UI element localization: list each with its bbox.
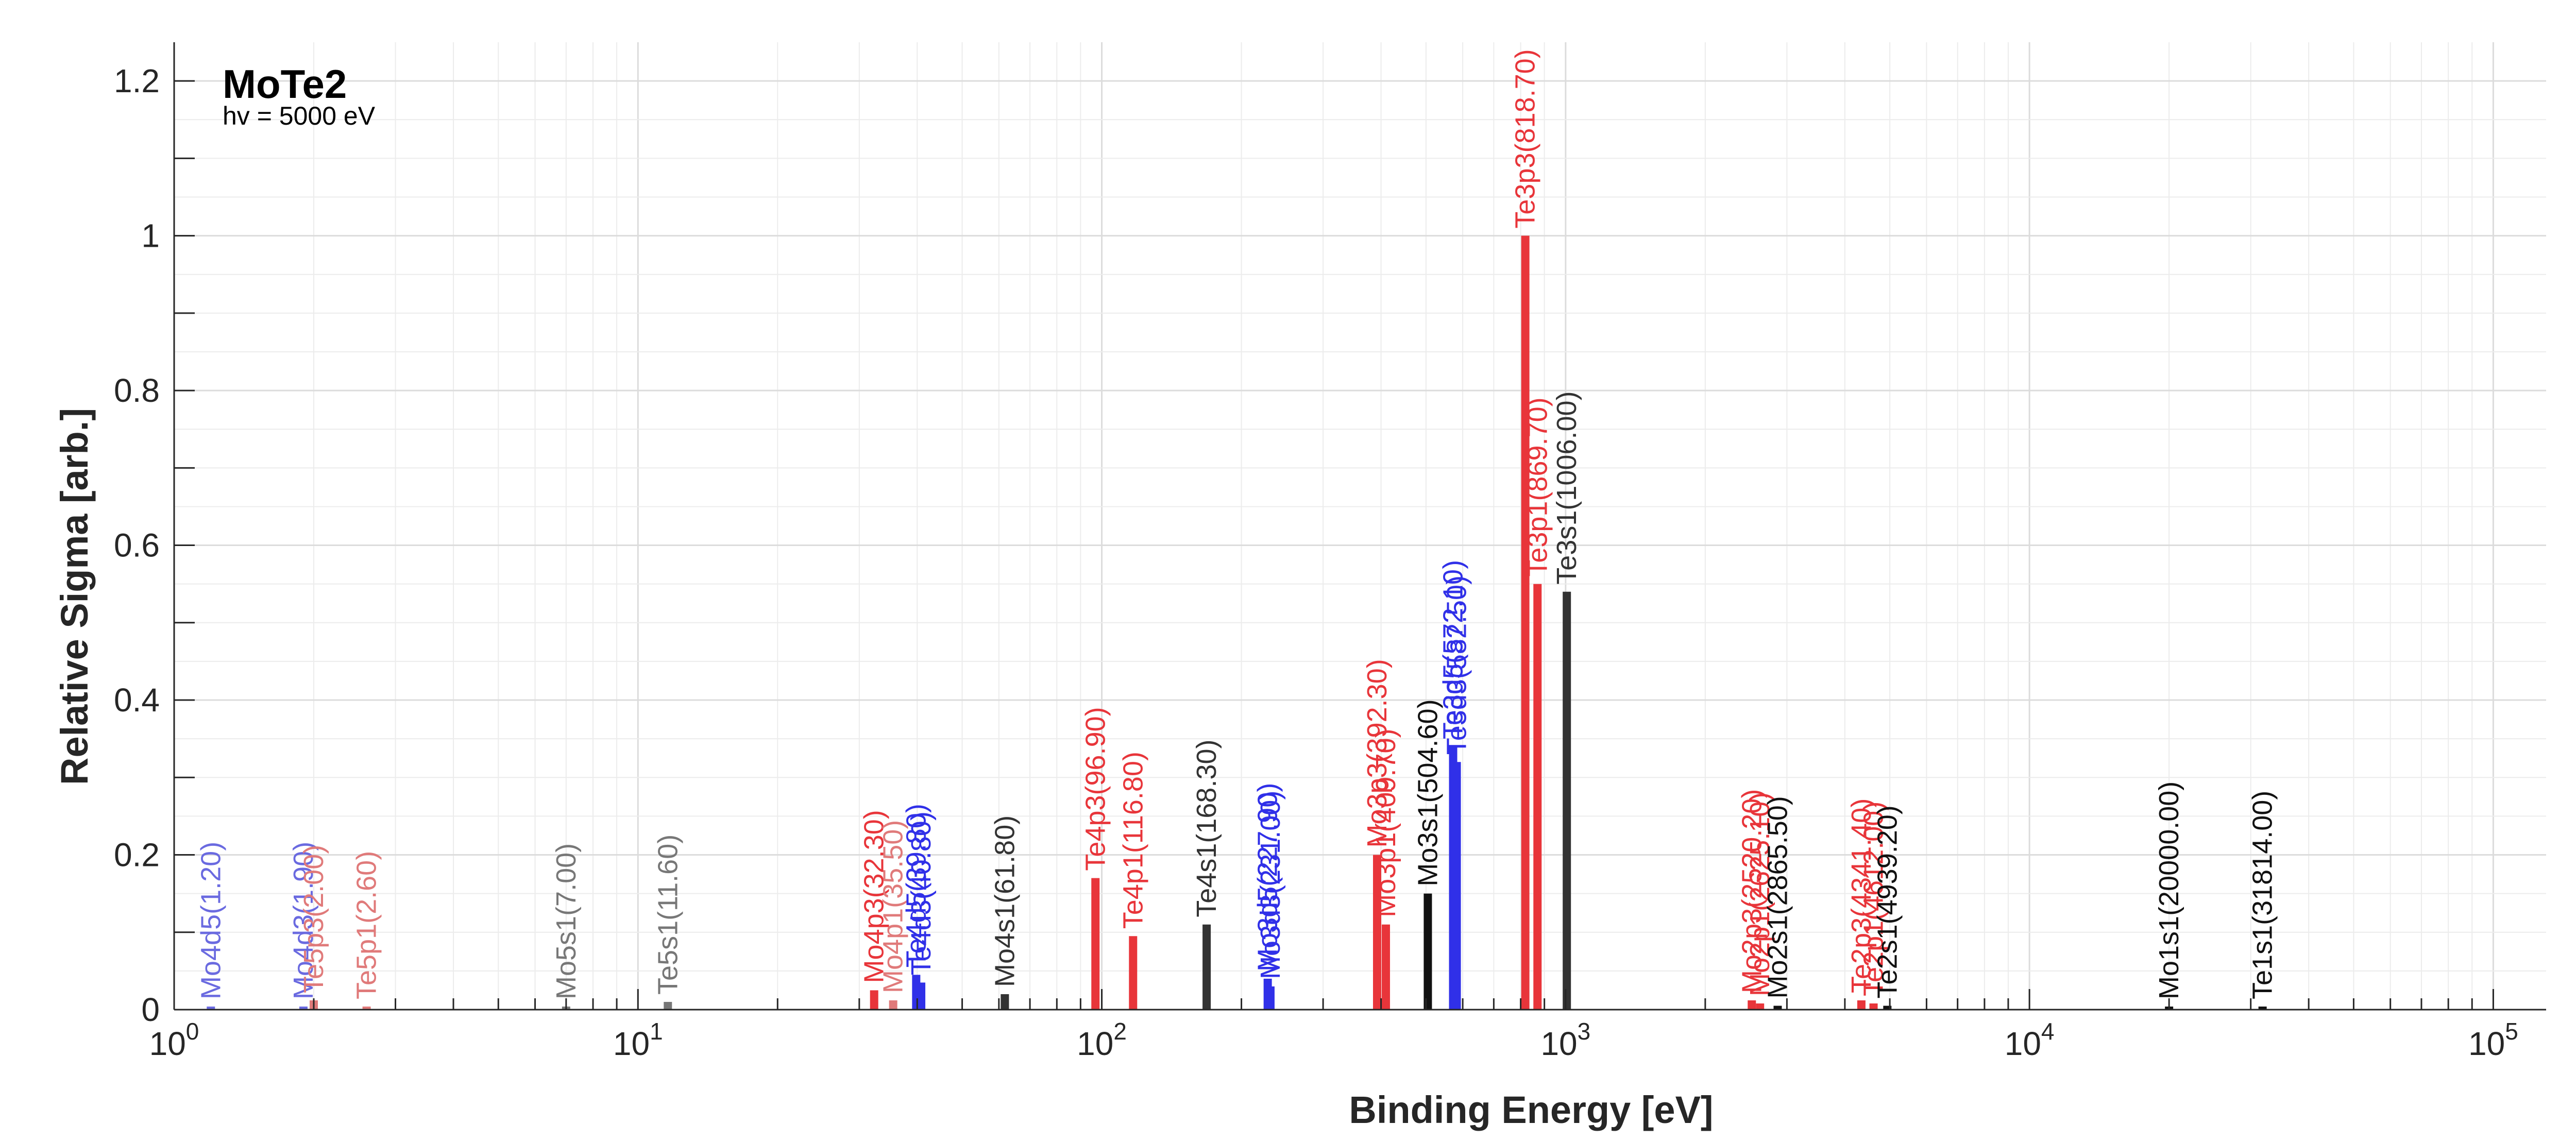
peak-label: Te4d5(39.80) xyxy=(901,804,931,967)
peak-bars xyxy=(207,235,2267,1010)
peak-label: Te3d3(582.50) xyxy=(1442,575,1472,755)
peak-label: Te3d5(572.10) xyxy=(1438,560,1469,739)
peak-label: Te4p3(96.90) xyxy=(1080,707,1111,871)
peak-bar xyxy=(664,1001,672,1010)
peak-label: Te3s1(1006.00) xyxy=(1551,391,1582,584)
peak-label: Te5p1(2.60) xyxy=(351,851,382,999)
y-tick-label: 1.2 xyxy=(114,62,160,99)
peak-bar xyxy=(207,1007,215,1010)
y-axis-title: Relative Sigma [arb.] xyxy=(53,408,96,785)
peak-label: Mo2s1(2865.50) xyxy=(1762,796,1793,998)
x-tick-label: 102 xyxy=(1077,1018,1127,1062)
peak-label: Mo3s1(504.60) xyxy=(1412,699,1443,886)
peak-bar xyxy=(1001,994,1009,1010)
peak-bar xyxy=(917,982,926,1010)
peak-label: Te5s1(11.60) xyxy=(652,835,683,995)
x-tick-label: 104 xyxy=(2005,1018,2055,1062)
peak-label: Mo2p3(2520.20) xyxy=(1736,789,1767,993)
peak-bar xyxy=(1857,1000,1866,1010)
peak-label: Mo3d5(227.90) xyxy=(1252,783,1283,972)
y-tick-labels: 0 0.2 0.4 0.6 0.8 1 1.2 xyxy=(114,62,160,1028)
peak-bar xyxy=(1883,1006,1892,1010)
peak-label: Mo4p1(35.50) xyxy=(878,820,909,993)
peak-label: Mo3p3(392.30) xyxy=(1362,659,1393,847)
peak-label: Mo5s1(7.00) xyxy=(551,843,582,999)
peak-bar xyxy=(1381,924,1390,1010)
peak-bar xyxy=(870,990,878,1010)
peak-bar xyxy=(1773,1006,1782,1010)
y-tick-label: 1 xyxy=(141,217,160,254)
peak-label: Mo4s1(61.80) xyxy=(989,815,1020,987)
peak-bar xyxy=(1091,878,1100,1010)
peak-bar xyxy=(362,1007,371,1010)
x-tick-label: 105 xyxy=(2468,1018,2518,1062)
peak-bar xyxy=(1748,1000,1756,1010)
peak-bar xyxy=(1533,584,1542,1010)
peak-label: Te4p1(116.80) xyxy=(1117,752,1148,929)
chart-title: MoTe2 xyxy=(223,61,347,107)
peak-label: Te2p3(4341.40) xyxy=(1846,798,1877,993)
peak-bar xyxy=(1756,1003,1765,1010)
peak-label: Te2s1(4939.20) xyxy=(1872,805,1903,998)
peak-label: Te3p1(869.70) xyxy=(1522,397,1553,576)
y-tick-label: 0.8 xyxy=(114,372,160,409)
peak-label: Te3p3(818.70) xyxy=(1510,49,1541,228)
peak-label: Mo4p3(32.30) xyxy=(859,810,890,983)
peak-label: Mo3p1(409.70) xyxy=(1370,728,1401,917)
peak-label: Mo4d5(1.20) xyxy=(195,842,226,999)
peak-bar xyxy=(1452,762,1461,1010)
peak-labels: Mo4d5(1.20) Mo4d3(1.90)Te5p3(2.00) Te5p1(2… xyxy=(195,49,2278,999)
peak-bar xyxy=(2258,1007,2267,1010)
y-tick-label: 0.6 xyxy=(114,527,160,564)
peak-bar xyxy=(1869,1003,1878,1010)
x-tick-label: 101 xyxy=(613,1018,663,1062)
axes xyxy=(173,42,2546,1011)
peak-bar xyxy=(1202,924,1211,1010)
y-tick-label: 0.4 xyxy=(114,682,160,719)
peak-bar xyxy=(889,1000,897,1010)
peak-label: Mo3d3(231.00) xyxy=(1255,791,1286,979)
x-axis-title: Binding Energy [eV] xyxy=(1349,1088,1713,1131)
y-tick-label: 0 xyxy=(141,991,160,1028)
peak-bar xyxy=(1423,893,1432,1010)
peak-bar xyxy=(1521,235,1530,1010)
peak-label: Te4s1(168.30) xyxy=(1191,740,1222,917)
peak-label: Mo1s1(20000.00) xyxy=(2154,781,2184,999)
y-tick-label: 0.2 xyxy=(114,837,160,874)
x-tick-label: 103 xyxy=(1540,1018,1590,1062)
peak-label: Te2p1(4612.00) xyxy=(1858,802,1889,996)
peak-label: Te5p3(2.00) xyxy=(298,845,329,993)
peak-bar xyxy=(1266,986,1275,1010)
peak-bar xyxy=(299,1007,308,1010)
peak-label: Te4d3(40.80) xyxy=(906,811,937,975)
peak-bar xyxy=(1372,855,1381,1010)
x-tick-label: 100 xyxy=(149,1018,199,1062)
peak-label: Mo4d3(1.90) xyxy=(288,842,319,999)
peak-label: Te1s1(31814.00) xyxy=(2247,791,2278,999)
chart-subtitle: hv = 5000 eV xyxy=(223,101,376,130)
peak-label: Mo2p1(2625.10) xyxy=(1744,792,1775,996)
peak-bar xyxy=(1129,936,1138,1010)
peak-bar xyxy=(1563,591,1571,1010)
x-tick-labels: 100 101 102 103 104 105 xyxy=(149,1018,2518,1062)
